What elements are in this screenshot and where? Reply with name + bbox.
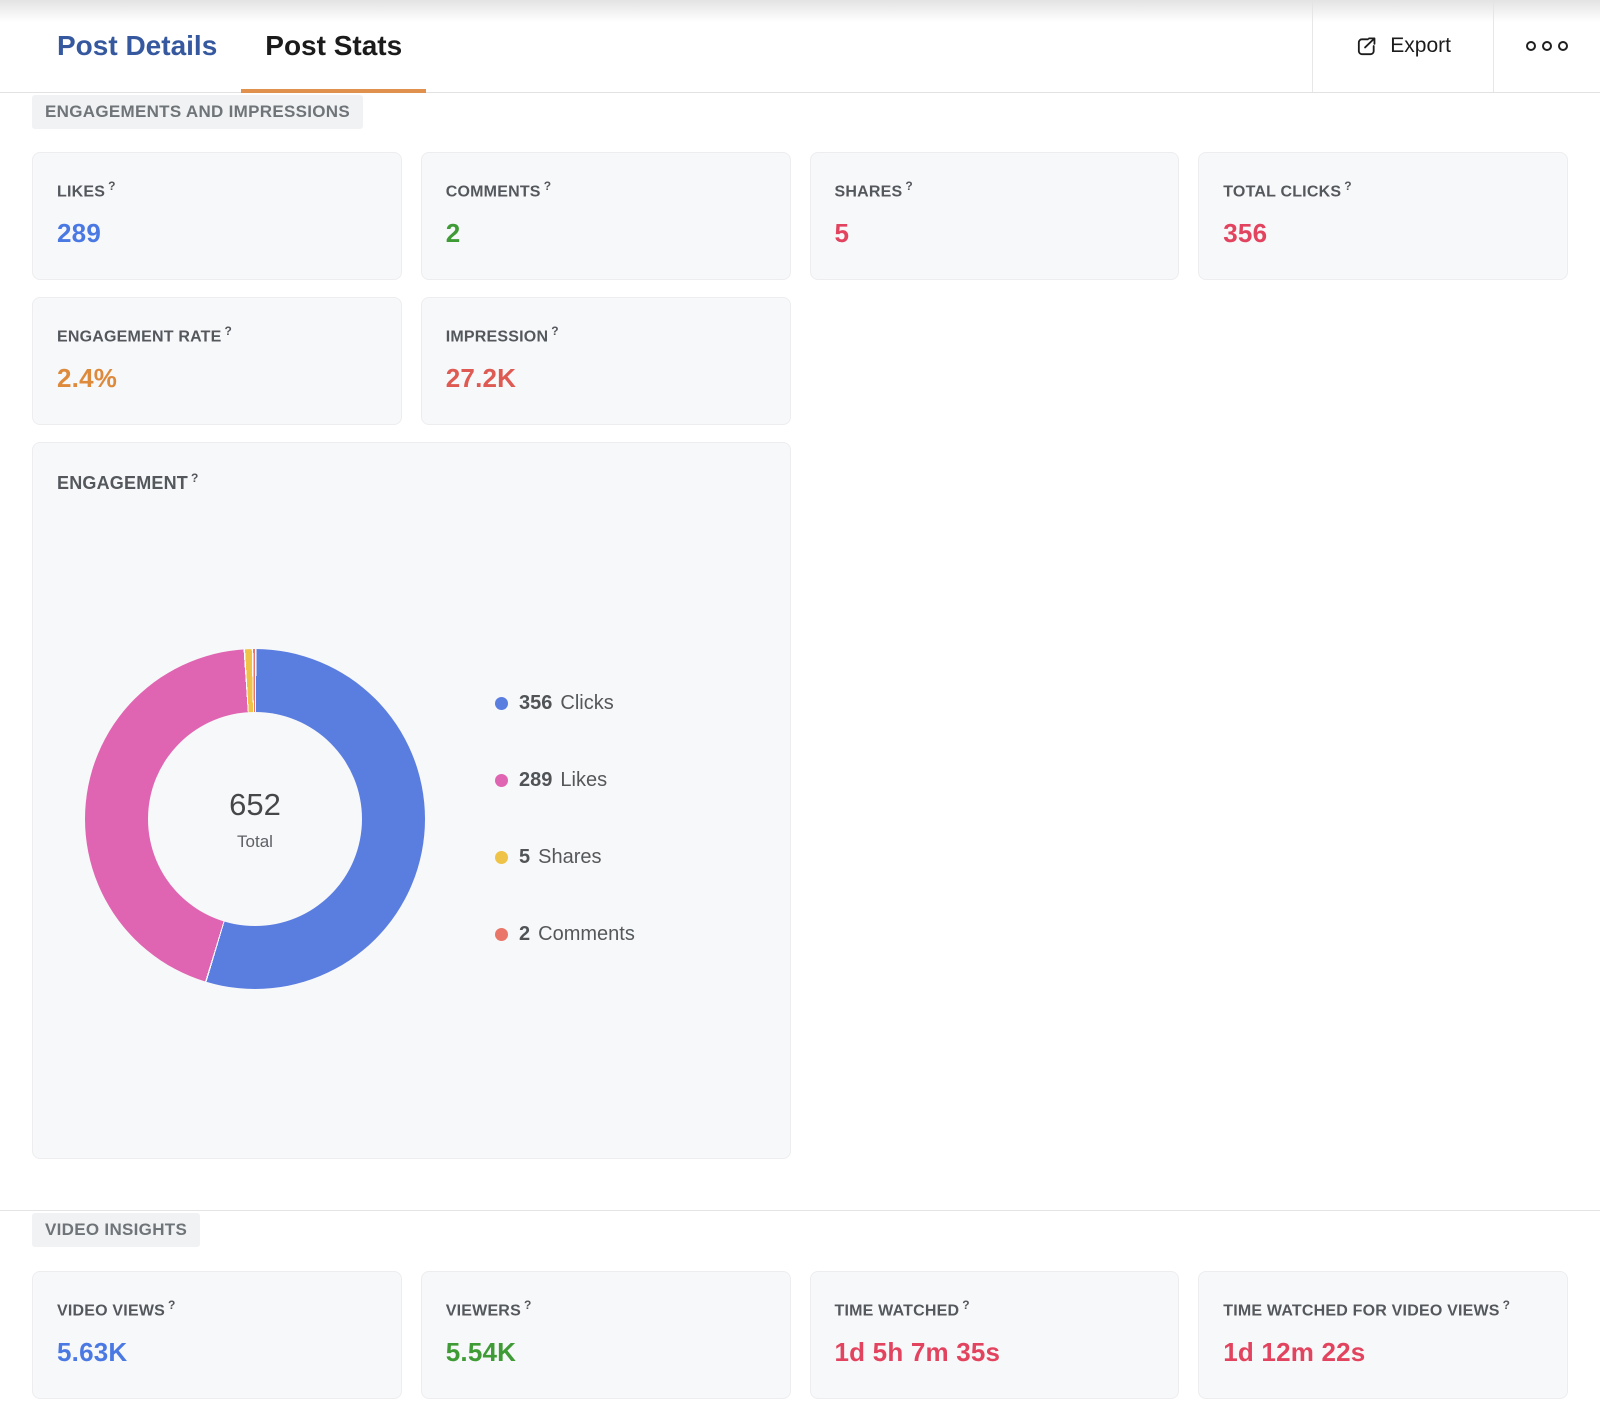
metric-card-likes: LIKES? 289: [32, 152, 402, 280]
chart-body: 652 Total 356 Clicks 289 Likes 5 Shares 2 Comme…: [57, 649, 766, 989]
export-label: Export: [1390, 34, 1451, 57]
metric-value: 5.63K: [57, 1337, 128, 1368]
metric-value: 2: [445, 218, 461, 249]
metric-title: TIME WATCHED?: [835, 1298, 1155, 1320]
metric-value: 289: [57, 218, 101, 249]
video-insights-section: VIDEO INSIGHTS VIDEO VIEWS? 5.63K VIEWER…: [0, 1210, 1600, 1399]
metric-label: SHARES: [834, 183, 903, 201]
help-icon[interactable]: ?: [905, 179, 913, 193]
help-icon[interactable]: ?: [108, 179, 116, 193]
metric-label: VIDEO VIEWS: [57, 1302, 165, 1320]
help-icon[interactable]: ?: [551, 324, 559, 338]
donut-center: 652 Total: [148, 712, 362, 926]
tab-bar: Post Details Post Stats: [33, 0, 427, 93]
help-icon[interactable]: ?: [1344, 179, 1352, 193]
section-label-video-insights: VIDEO INSIGHTS: [32, 1213, 201, 1247]
legend-label: Clicks: [560, 692, 614, 714]
metric-label: ENGAGEMENT RATE: [57, 328, 222, 346]
export-icon: [1358, 36, 1376, 55]
legend-label: Comments: [538, 923, 635, 945]
metric-title: ENGAGEMENT RATE?: [57, 324, 377, 346]
post-stats-panel: ENGAGEMENTS AND IMPRESSIONS LIKES? 289 C…: [0, 93, 1600, 1399]
chart-legend: 356 Clicks 289 Likes 5 Shares 2 Comments: [495, 692, 635, 946]
metric-card-engagement-rate: ENGAGEMENT RATE? 2.4%: [32, 297, 402, 425]
legend-item[interactable]: 356 Clicks: [495, 692, 635, 715]
metric-title: LIKES?: [57, 179, 377, 201]
donut-total-value: 652: [229, 786, 281, 822]
metric-card-comments: COMMENTS? 2: [420, 152, 791, 280]
metric-label: ENGAGEMENT: [57, 473, 189, 493]
legend-item[interactable]: 5 Shares: [495, 846, 635, 869]
help-icon[interactable]: ?: [168, 1298, 176, 1312]
metric-title: TIME WATCHED FOR VIDEO VIEWS?: [1223, 1298, 1543, 1320]
export-button[interactable]: Export: [1313, 0, 1493, 92]
legend-dot-icon: [495, 774, 508, 787]
metric-value: 1d 12m 22s: [1223, 1337, 1366, 1368]
metric-value: 5.54K: [445, 1337, 517, 1368]
more-options-button[interactable]: [1494, 0, 1600, 92]
legend-dot-icon: [495, 697, 508, 710]
metric-label: VIEWERS: [445, 1302, 521, 1320]
more-options-icon: [1542, 41, 1552, 51]
help-icon[interactable]: ?: [962, 1298, 970, 1312]
legend-value: 5: [519, 846, 531, 868]
metric-card-time-watched-video-views: TIME WATCHED FOR VIDEO VIEWS? 1d 12m 22s: [1198, 1271, 1568, 1399]
divider: [1493, 0, 1494, 92]
legend-value: 2: [519, 923, 531, 945]
metric-label: COMMENTS: [445, 183, 541, 201]
legend-label: Shares: [538, 846, 602, 868]
legend-value: 356: [519, 692, 553, 714]
help-icon[interactable]: ?: [523, 1298, 532, 1312]
metric-label: TIME WATCHED FOR VIDEO VIEWS: [1223, 1302, 1500, 1320]
metric-title: TOTAL CLICKS?: [1223, 179, 1543, 201]
donut-total-label: Total: [237, 831, 273, 851]
metric-label: IMPRESSION: [445, 328, 549, 346]
metric-value: 2.4%: [57, 363, 118, 394]
metric-title: COMMENTS?: [446, 179, 766, 201]
donut-chart[interactable]: 652 Total: [85, 649, 425, 989]
video-metrics-grid: VIDEO VIEWS? 5.63K VIEWERS? 5.54K TIME W…: [32, 1271, 1568, 1399]
metric-value: 1d 5h 7m 35s: [834, 1337, 1001, 1368]
metric-value: 356: [1223, 218, 1268, 249]
legend-item[interactable]: 289 Likes: [495, 769, 635, 792]
help-icon[interactable]: ?: [224, 324, 233, 338]
metric-card-viewers: VIEWERS? 5.54K: [420, 1271, 791, 1399]
metric-label: TOTAL CLICKS: [1223, 183, 1342, 201]
chart-title: ENGAGEMENT?: [57, 471, 766, 494]
divider: [1312, 0, 1314, 92]
help-icon[interactable]: ?: [1502, 1298, 1511, 1312]
tab-post-details[interactable]: Post Details: [57, 30, 218, 61]
metric-card-video-views: VIDEO VIEWS? 5.63K: [32, 1271, 402, 1399]
metric-card-total-clicks: TOTAL CLICKS? 356: [1198, 152, 1568, 280]
legend-label: Likes: [560, 769, 608, 791]
metric-card-impression: IMPRESSION? 27.2K: [420, 297, 791, 425]
legend-item[interactable]: 2 Comments: [495, 923, 635, 946]
tab-post-stats[interactable]: Post Stats: [241, 0, 427, 93]
engagement-chart-card: ENGAGEMENT? 652 Total 356 Clicks 289 Likes 5…: [32, 442, 791, 1159]
topbar: Post Details Post Stats Export: [0, 0, 1600, 93]
legend-value: 289: [519, 769, 553, 791]
help-icon[interactable]: ?: [543, 179, 552, 193]
metric-label: TIME WATCHED: [834, 1302, 960, 1320]
metric-value: 5: [834, 218, 850, 249]
more-options-icon: [1558, 41, 1568, 51]
metrics-grid: LIKES? 289 COMMENTS? 2 SHARES? 5 TOTAL C…: [32, 152, 1568, 1159]
metric-title: IMPRESSION?: [446, 324, 766, 346]
legend-dot-icon: [495, 851, 508, 864]
topbar-actions: Export: [1312, 0, 1600, 92]
metric-title: SHARES?: [835, 179, 1155, 201]
section-label-engagements: ENGAGEMENTS AND IMPRESSIONS: [32, 95, 364, 129]
metric-title: VIEWERS?: [446, 1298, 766, 1320]
metric-title: VIDEO VIEWS?: [57, 1298, 377, 1320]
metric-label: LIKES: [57, 183, 106, 201]
metric-card-time-watched: TIME WATCHED? 1d 5h 7m 35s: [809, 1271, 1180, 1399]
legend-dot-icon: [495, 928, 508, 941]
metric-value: 27.2K: [445, 363, 517, 394]
help-icon[interactable]: ?: [191, 471, 199, 485]
metric-card-shares: SHARES? 5: [809, 152, 1180, 280]
more-options-icon: [1526, 41, 1536, 51]
